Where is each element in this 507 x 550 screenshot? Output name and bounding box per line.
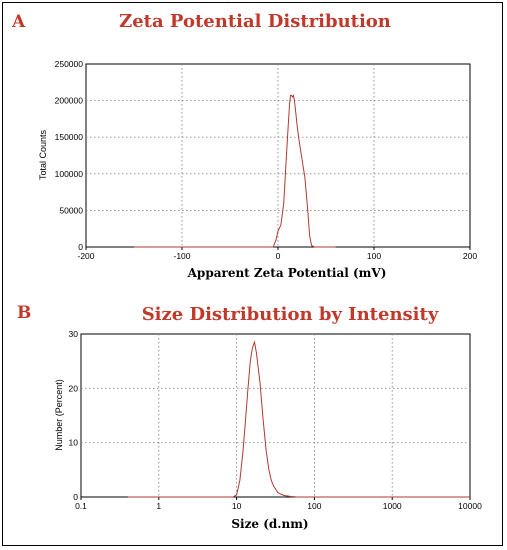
panel-b-title: Size Distribution by Intensity [142,304,439,325]
size-series-line [127,340,470,498]
zeta-y-axis-title: Total Counts [38,129,48,180]
zeta-plot: -200 -100 0 100 200 0 50000 100000 150000 200000 2… [55,59,478,261]
size-y-tick-label: 0 [73,492,78,502]
panel-a-letter: A [11,12,26,32]
size-y-tick-label: 20 [69,383,79,393]
size-y-tick-label: 10 [69,438,79,448]
zeta-y-tick-label: 100000 [55,169,84,179]
panel-b-letter: B [17,303,31,323]
zeta-y-tick-label: 0 [78,242,83,252]
size-plot: 0.1 1 10 100 1000 10000 0 10 20 30 [69,329,483,511]
size-y-axis-title: Number (Percent) [54,379,64,451]
zeta-plot-area [85,63,471,248]
size-x-tick-label: 1000 [383,501,402,511]
size-plot-area [80,333,471,498]
zeta-y-tick-label: 50000 [59,205,83,215]
size-x-tick-label: 100 [307,501,321,511]
zeta-x-axis-title: Apparent Zeta Potential (mV) [187,266,387,280]
zeta-x-tick-label: 0 [276,251,281,261]
zeta-x-tick-label: -100 [173,251,190,261]
zeta-x-tick-label: 100 [367,251,381,261]
size-x-tick-label: 10 [232,501,242,511]
zeta-x-tick-label: -200 [77,251,94,261]
zeta-y-tick-label: 250000 [55,59,84,69]
panel-a-title: Zeta Potential Distribution [119,11,391,32]
zeta-series-line [134,94,336,248]
zeta-x-tick-label: 200 [463,251,477,261]
size-x-tick-label: 10000 [458,501,482,511]
size-x-tick-label: 1 [156,501,161,511]
size-x-axis-title: Size (d.nm) [231,517,308,531]
size-x-tick-label: 0.1 [75,501,87,511]
size-y-tick-label: 30 [69,329,79,339]
zeta-y-tick-label: 200000 [55,96,84,106]
zeta-y-tick-label: 150000 [55,132,84,142]
